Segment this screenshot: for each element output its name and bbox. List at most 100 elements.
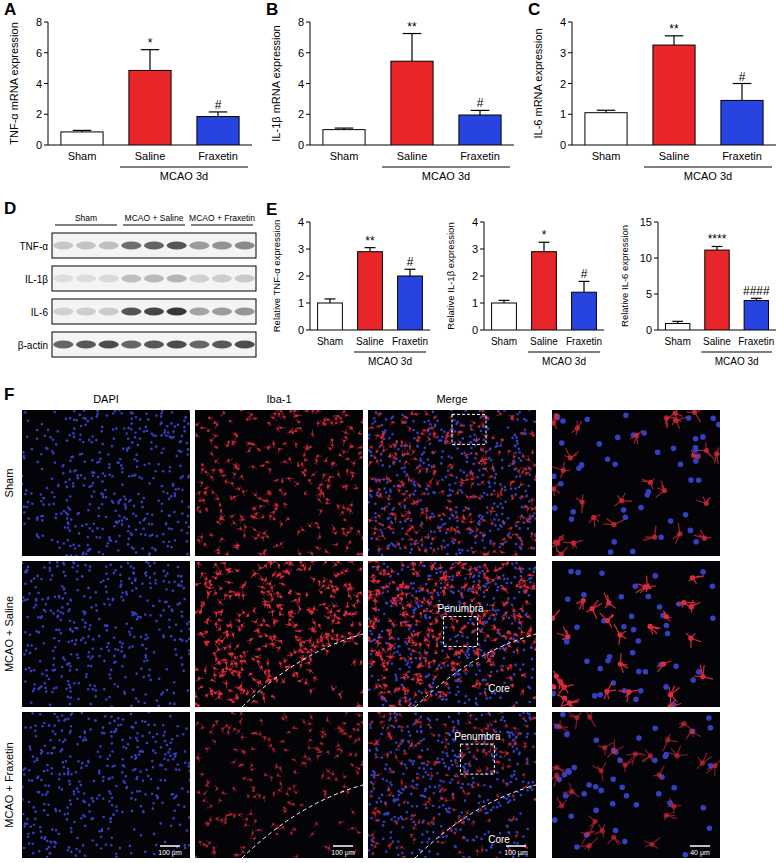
bar xyxy=(318,303,343,330)
y-tick-label: 0 xyxy=(298,139,304,151)
y-tick-label: 0 xyxy=(560,139,566,151)
micrographs: FDAPIIba-1MergeShamMCAO + SalineMCAO + F… xyxy=(3,385,724,863)
microglia xyxy=(195,561,363,707)
x-tick-label: Saline xyxy=(135,150,166,162)
error-stem xyxy=(583,281,584,292)
row-label: TNF-α xyxy=(19,241,48,252)
error-stem xyxy=(409,269,410,276)
microglia-processes xyxy=(195,561,363,707)
bar xyxy=(459,115,501,145)
y-tick xyxy=(306,222,310,223)
x-tick-label: Fraxetin xyxy=(722,150,762,162)
band xyxy=(76,275,96,283)
y-tick xyxy=(306,303,310,304)
error-stem xyxy=(217,112,218,117)
y-tick-label: 0 xyxy=(36,139,42,151)
band xyxy=(212,308,232,316)
error-cap xyxy=(325,298,336,299)
microglia-processes xyxy=(368,712,536,858)
y-tick xyxy=(480,303,484,304)
band xyxy=(167,341,187,349)
group-line xyxy=(528,352,600,353)
x-tick-label: Saline xyxy=(356,336,384,347)
error-bar xyxy=(751,298,762,300)
figure: ATNF-α mRNA expression02468Sham*Saline#F… xyxy=(0,0,784,863)
row-label: β-actin xyxy=(18,340,48,351)
y-tick-label: 2 xyxy=(298,108,304,120)
marks xyxy=(492,242,597,330)
image-content xyxy=(368,410,536,556)
image-background xyxy=(195,410,363,556)
significance: * xyxy=(148,36,153,50)
band xyxy=(235,242,255,250)
error-bar xyxy=(712,246,723,250)
band xyxy=(189,308,209,316)
band xyxy=(144,242,164,250)
scale-bar-label: 100 μm xyxy=(504,849,528,857)
group-label: MCAO 3d xyxy=(684,170,732,182)
core-boundary xyxy=(242,634,363,707)
error-bar xyxy=(499,300,510,303)
y-axis-label: IL-1β mRNA expression xyxy=(270,25,282,141)
error-stem xyxy=(411,34,412,62)
image-content xyxy=(552,712,720,858)
image-background xyxy=(552,712,720,858)
y-tick-label: 5 xyxy=(646,288,652,300)
y-tick-label: 15 xyxy=(640,216,652,228)
bar xyxy=(492,303,517,330)
band xyxy=(167,308,187,316)
image-content xyxy=(195,410,363,556)
y-tick-label: 10 xyxy=(640,252,652,264)
y-tick xyxy=(306,249,310,250)
micrograph: 40 μm xyxy=(547,708,720,859)
y-tick-label: 4 xyxy=(298,78,304,90)
x-tick-label: Saline xyxy=(530,336,558,347)
bar xyxy=(323,130,365,145)
x-tick-label: Sham xyxy=(592,150,621,162)
error-bar xyxy=(539,242,550,251)
scale-bar xyxy=(690,845,710,847)
micrograph xyxy=(544,561,720,712)
error-stem xyxy=(479,110,480,115)
x-tick-label: Fraxetin xyxy=(198,150,238,162)
y-tick xyxy=(568,83,572,84)
band xyxy=(99,275,119,283)
region-label: Core xyxy=(488,834,510,845)
y-axis-label: Relative IL-1β expression xyxy=(445,222,456,329)
bar-chart: ERelative TNF-α expression01234Sham**Sal… xyxy=(266,200,430,367)
x-tick-label: Sham xyxy=(491,336,517,347)
band xyxy=(167,275,187,283)
error-cap xyxy=(597,110,616,111)
panel-label: C xyxy=(528,0,540,19)
band xyxy=(144,308,164,316)
image-content xyxy=(195,712,363,858)
nuclei xyxy=(22,712,190,858)
y-tick xyxy=(568,145,572,146)
group-label: MCAO 3d xyxy=(542,356,586,367)
y-tick xyxy=(306,22,310,23)
band xyxy=(121,341,141,349)
significance: ** xyxy=(365,234,375,248)
lane-label: MCAO + Fraxetin xyxy=(189,213,255,223)
panel-label: B xyxy=(266,0,278,19)
band xyxy=(235,308,255,316)
y-tick xyxy=(654,330,658,331)
micrograph xyxy=(21,409,192,557)
y-tick-label: 1 xyxy=(298,297,304,309)
x-tick-label: Saline xyxy=(703,336,731,347)
microglia-processes xyxy=(195,410,363,556)
column-label: Merge xyxy=(436,393,467,405)
y-tick xyxy=(44,145,48,146)
row-label: MCAO + Fraxetin xyxy=(3,742,15,827)
bar-chart: Relative IL-6 expression051015Sham****Sa… xyxy=(619,216,776,367)
error-stem xyxy=(329,299,330,303)
nuclei xyxy=(22,561,190,707)
micrograph xyxy=(21,560,191,708)
zoom-box xyxy=(444,616,478,646)
bar xyxy=(391,61,433,145)
y-axis-label: Relative IL-6 expression xyxy=(619,225,630,327)
bar xyxy=(532,252,557,330)
group-line xyxy=(120,167,248,168)
lane-line xyxy=(123,225,185,226)
y-tick xyxy=(44,22,48,23)
